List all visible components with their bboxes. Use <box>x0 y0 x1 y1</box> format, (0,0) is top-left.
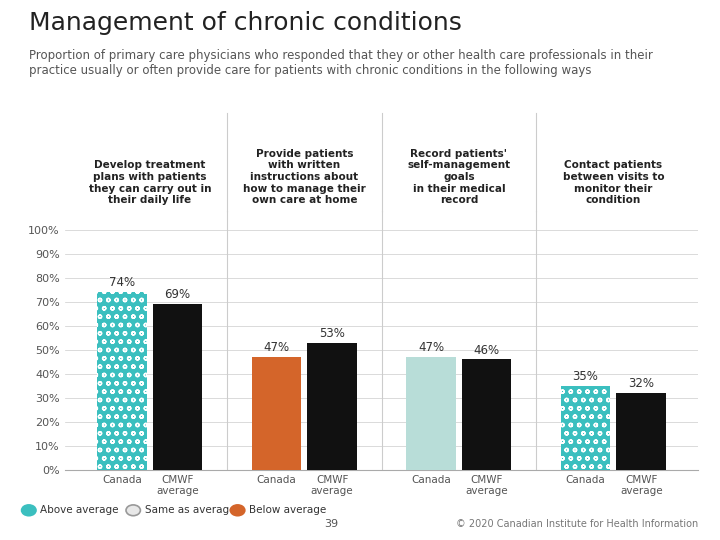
Text: Provide patients
with written
instructions about
how to manage their
own care at: Provide patients with written instructio… <box>243 149 366 205</box>
Bar <box>561 386 611 470</box>
Text: 53%: 53% <box>319 327 345 340</box>
Text: 74%: 74% <box>109 276 135 289</box>
Text: 47%: 47% <box>264 341 289 354</box>
Text: Below average: Below average <box>249 505 326 515</box>
Bar <box>616 393 666 470</box>
Bar <box>97 292 147 470</box>
Bar <box>462 360 511 470</box>
Text: Management of chronic conditions: Management of chronic conditions <box>29 11 462 35</box>
Bar <box>252 357 301 470</box>
Text: 35%: 35% <box>572 370 598 383</box>
Bar <box>97 292 147 470</box>
Text: © 2020 Canadian Institute for Health Information: © 2020 Canadian Institute for Health Inf… <box>456 519 698 529</box>
Text: Develop treatment
plans with patients
they can carry out in
their daily life: Develop treatment plans with patients th… <box>89 160 211 205</box>
Text: Above average: Above average <box>40 505 119 515</box>
Text: Same as average: Same as average <box>145 505 235 515</box>
Text: Record patients'
self-management
goals
in their medical
record: Record patients' self-management goals i… <box>408 149 510 205</box>
Text: 32%: 32% <box>629 377 654 390</box>
Bar <box>153 304 202 470</box>
Text: 47%: 47% <box>418 341 444 354</box>
Bar <box>561 386 611 470</box>
Text: 46%: 46% <box>474 343 500 356</box>
Text: 39: 39 <box>324 519 338 529</box>
Text: Contact patients
between visits to
monitor their
condition: Contact patients between visits to monit… <box>562 160 665 205</box>
Text: 69%: 69% <box>165 288 191 301</box>
Bar <box>307 342 357 470</box>
Text: Proportion of primary care physicians who responded that they or other health ca: Proportion of primary care physicians wh… <box>29 49 652 77</box>
Bar <box>406 357 456 470</box>
